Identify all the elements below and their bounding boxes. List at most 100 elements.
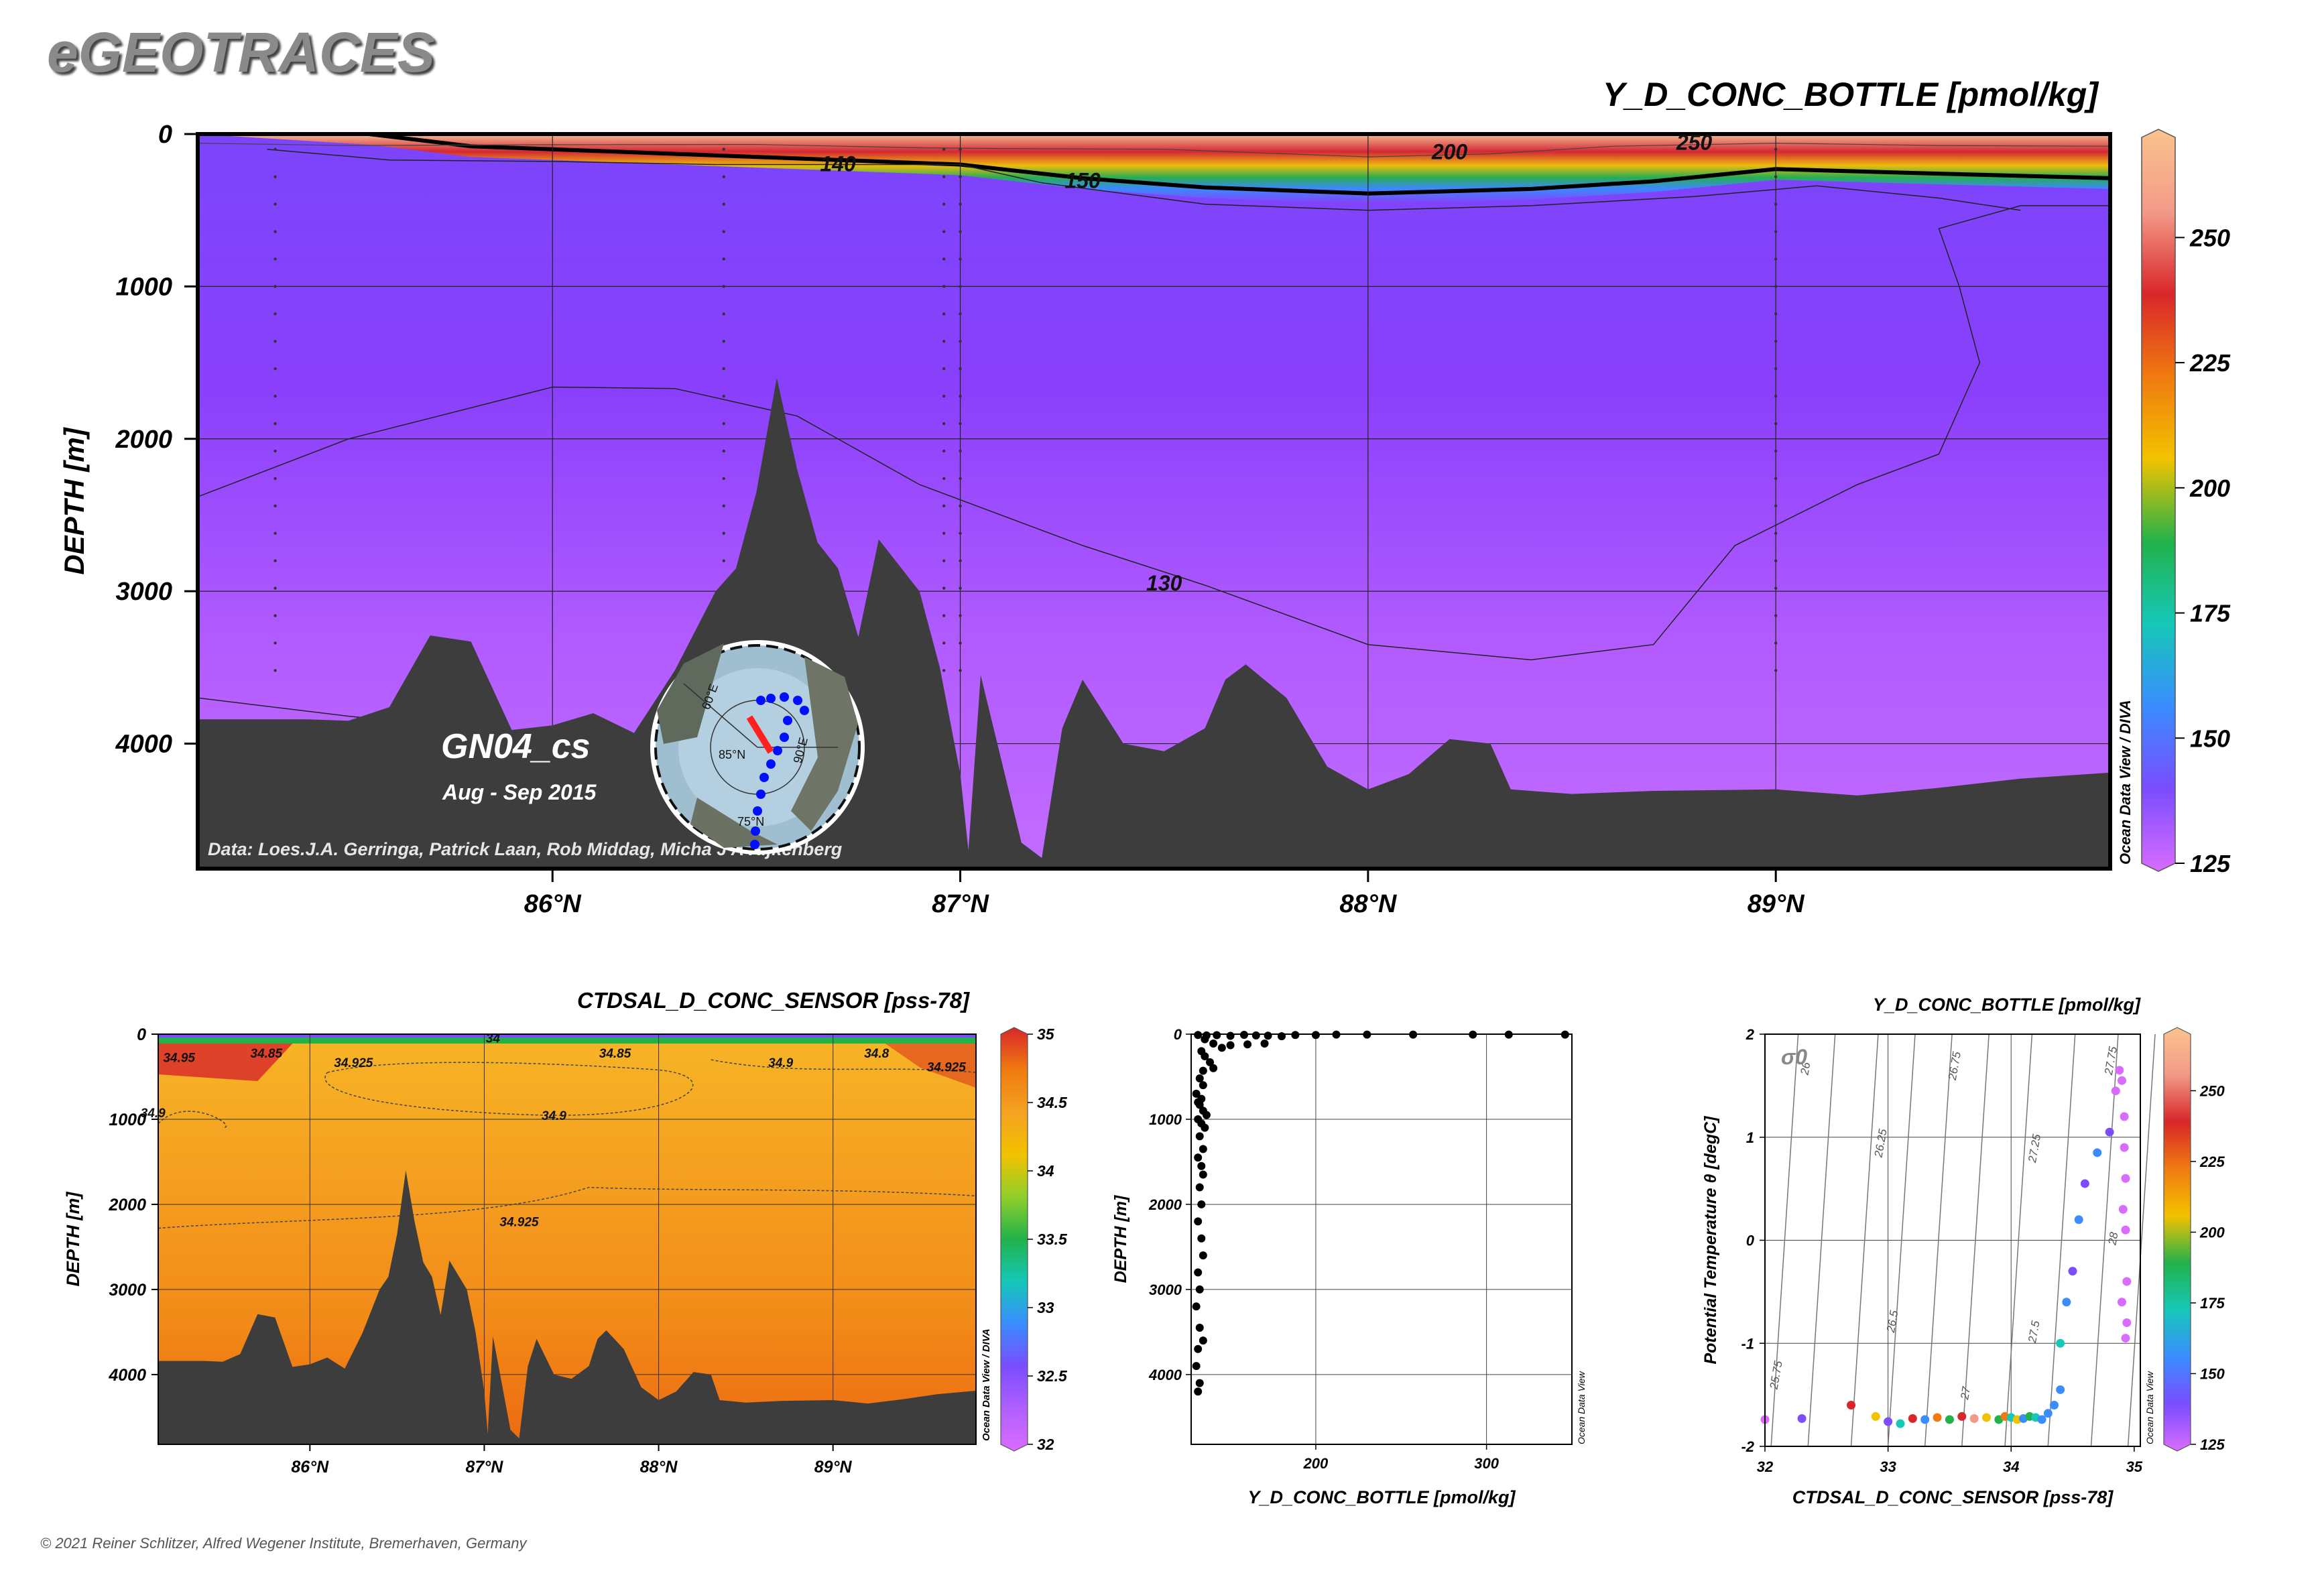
x-axis-label: CTDSAL_D_CONC_SENSOR [pss-78] — [1792, 1487, 2114, 1507]
sample-dot — [1774, 202, 1778, 206]
sample-dot — [959, 531, 962, 535]
data-point — [1291, 1031, 1300, 1040]
data-point — [1199, 1081, 1207, 1090]
data-point — [1197, 1234, 1206, 1243]
colorbar-tick-label: 175 — [2190, 600, 2231, 627]
date-range: Aug - Sep 2015 — [442, 780, 597, 804]
y-tick-label: -2 — [1741, 1438, 1754, 1455]
sample-dot — [722, 422, 725, 426]
sample-dot — [273, 504, 277, 508]
map-meridian — [683, 683, 758, 748]
isopycnal-line — [1850, 1033, 1879, 1447]
sample-dot — [722, 202, 725, 206]
isopycnal-line — [2047, 1033, 2076, 1447]
data-point — [1945, 1415, 1954, 1424]
x-tick-label: 88°N — [640, 1458, 678, 1477]
isopycnal-line — [1807, 1033, 1836, 1447]
data-point — [2043, 1409, 2053, 1418]
map-track-station — [800, 706, 809, 715]
data-point — [1201, 1123, 1209, 1132]
y-axis-label: Potential Temperature θ [degC] — [1701, 1115, 1720, 1365]
map-track-station — [773, 746, 782, 755]
sample-dot — [722, 175, 725, 178]
contour-label: 34.925 — [499, 1216, 539, 1230]
data-point — [1209, 1064, 1218, 1072]
contour-label: 140 — [820, 151, 856, 176]
y-tick-label: 0 — [137, 1025, 146, 1044]
data-point — [1192, 1302, 1201, 1311]
salinity-contour — [711, 1059, 977, 1073]
y-tick-label: 0 — [1746, 1233, 1755, 1249]
data-point — [2121, 1174, 2130, 1183]
y-tick-label: 4000 — [1148, 1367, 1182, 1383]
sample-dot — [959, 614, 962, 617]
sample-dot — [1774, 669, 1778, 672]
sample-dot — [722, 257, 725, 261]
inset-map: 90°E85°N75°N60°E — [650, 640, 865, 855]
sample-dot — [942, 504, 946, 508]
depth-profile-plot: 0 1000 2000 3000 4000 200 300 Y_D_CONC_BOTTLE [… — [1111, 1026, 1587, 1507]
data-point — [1884, 1417, 1893, 1426]
station-name: GN04_cs — [441, 727, 591, 766]
data-point — [1197, 1200, 1206, 1208]
isopycnal-line — [1770, 1033, 1799, 1447]
data-point — [1201, 1052, 1209, 1061]
sample-dot — [959, 477, 962, 481]
data-point — [1192, 1362, 1201, 1371]
ts-diagram-plot: 2626.2526.7526.52727.2527.527.752825.75σ… — [1701, 995, 2225, 1507]
ts-title: Y_D_CONC_BOTTLE [pmol/kg] — [1873, 995, 2141, 1015]
sample-dot — [959, 285, 962, 288]
sample-dot — [942, 641, 946, 645]
sample-dot — [1774, 531, 1778, 535]
map-section-highlight — [746, 715, 774, 754]
data-point — [1195, 1132, 1204, 1141]
y-tick-label: 1000 — [115, 273, 172, 301]
watermark: Ocean Data View / DIVA — [981, 1328, 992, 1441]
map-track-station — [756, 696, 766, 705]
sample-dot — [273, 477, 277, 481]
data-point — [2105, 1127, 2114, 1137]
colorbar-tick-label: 32.5 — [1037, 1367, 1068, 1385]
data-point — [2068, 1267, 2077, 1276]
contour-label: 150 — [1064, 168, 1101, 192]
y-tick-label: 3000 — [109, 1281, 146, 1300]
isopycnal-line — [1924, 1033, 1953, 1447]
sample-dot — [959, 257, 962, 261]
sample-dot — [942, 394, 946, 398]
watermark: Ocean Data View — [2144, 1371, 2155, 1444]
data-point — [1206, 1058, 1215, 1066]
colorbar-tick-label: 125 — [2190, 850, 2231, 877]
data-point — [1199, 1336, 1207, 1345]
map-track-station — [756, 790, 766, 799]
sample-dot — [722, 147, 725, 151]
data-point — [1209, 1039, 1218, 1048]
data-point — [2117, 1298, 2126, 1307]
map-track-station — [750, 840, 759, 849]
salinity-plot-frame — [158, 1033, 977, 1445]
sample-dot — [959, 367, 962, 371]
data-point — [1260, 1039, 1269, 1048]
brand-logo: eGEOTRACES — [47, 21, 435, 84]
salinity-colorbar — [1000, 1027, 1028, 1452]
sample-dot — [273, 641, 277, 645]
x-tick-label: 89°N — [1748, 890, 1805, 918]
y-tick-label: 1000 — [109, 1111, 146, 1129]
sample-dot — [942, 477, 946, 481]
isopycnal-label: 27 — [1958, 1385, 1973, 1401]
sample-dot — [1774, 340, 1778, 343]
data-point — [2056, 1338, 2065, 1348]
sample-dot — [1774, 614, 1778, 617]
data-point — [2062, 1298, 2071, 1307]
sample-dot — [959, 422, 962, 426]
colorbar-tick-label: 250 — [2189, 224, 2230, 251]
data-point — [1195, 1324, 1204, 1332]
data-point — [1194, 1153, 1203, 1162]
sample-dot — [1774, 504, 1778, 508]
data-point — [1908, 1414, 1917, 1423]
sample-dot — [942, 531, 946, 535]
isopycnal-line — [2004, 1033, 2033, 1447]
sample-dot — [273, 147, 277, 151]
data-point — [1469, 1030, 1477, 1039]
data-point — [1195, 1183, 1204, 1192]
